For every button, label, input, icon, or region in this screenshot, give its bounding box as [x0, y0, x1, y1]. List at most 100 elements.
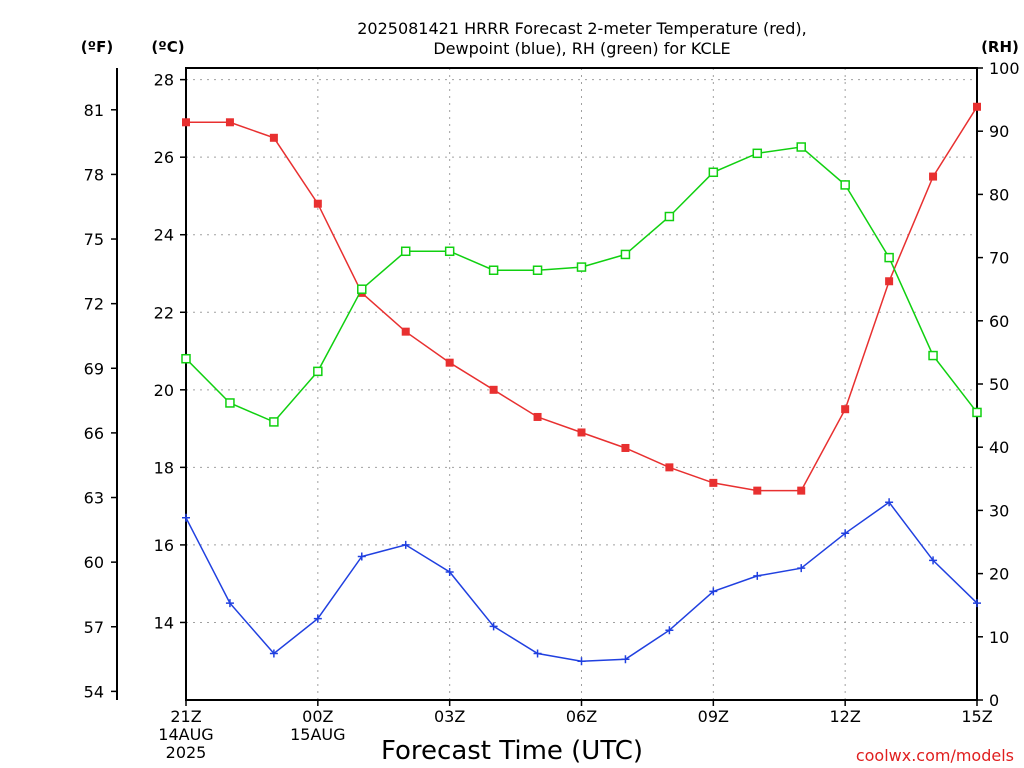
temperature-point — [841, 405, 850, 414]
dewpoint-point — [313, 614, 322, 623]
fahrenheit-tick-label: 57 — [84, 618, 104, 637]
temperature-point — [797, 486, 806, 495]
temperature-point — [445, 358, 454, 367]
temperature-point — [533, 412, 542, 421]
temperature-point — [709, 478, 718, 487]
tick-labels: 14 16 18 20 22 24 26 28 54 57 60 63 66 69 72 75 78 81 0 10 2… — [84, 59, 1020, 762]
celsius-tick-label: 16 — [154, 536, 174, 555]
rh-point — [884, 252, 894, 263]
rh-point — [752, 148, 763, 159]
fahrenheit-tick-label: 66 — [84, 424, 104, 443]
celsius-tick-label: 28 — [154, 71, 174, 90]
x-tick-label: 2025 — [166, 743, 207, 762]
rh-point — [225, 398, 235, 408]
rh-tick-label: 80 — [989, 185, 1009, 204]
dewpoint-point — [445, 568, 454, 577]
chart-title-line-2: Dewpoint (blue), RH (green) for KCLE — [433, 39, 730, 58]
x-tick-label: 21Z — [170, 707, 201, 726]
temperature-point — [401, 327, 410, 336]
rh-point — [444, 246, 455, 257]
x-tick-label: 14AUG — [158, 725, 213, 744]
temperature-point — [269, 133, 278, 142]
dewpoint-point — [225, 599, 234, 608]
fahrenheit-tick-label: 69 — [84, 359, 104, 378]
rh-point — [840, 180, 850, 190]
fahrenheit-tick-label: 60 — [84, 553, 104, 572]
rh-point — [928, 350, 938, 361]
fahrenheit-tick-label: 54 — [84, 682, 104, 701]
rh-point — [972, 407, 982, 418]
temperature-point — [182, 118, 190, 127]
dewpoint-point — [533, 649, 542, 658]
fahrenheit-tick-label: 63 — [84, 489, 104, 508]
dewpoint-point — [269, 649, 278, 658]
rh-tick-label: 30 — [989, 501, 1009, 520]
rh-point — [313, 366, 323, 377]
dewpoint-point — [489, 622, 498, 631]
dewpoint-point — [797, 564, 806, 573]
temperature-point — [885, 277, 894, 286]
chart-title-line-1: 2025081421 HRRR Forecast 2-meter Tempera… — [357, 19, 807, 38]
temperature-point — [753, 486, 762, 495]
x-tick-label: 06Z — [566, 707, 597, 726]
temperature-point — [665, 463, 674, 472]
rh-tick-label: 10 — [989, 628, 1009, 647]
dewpoint-point — [841, 529, 850, 538]
celsius-unit-label: (ºC) — [151, 38, 184, 56]
x-tick-label: 00Z — [302, 707, 333, 726]
celsius-tick-label: 26 — [154, 148, 174, 167]
fahrenheit-tick-label: 78 — [84, 165, 104, 184]
x-axis-title: Forecast Time (UTC) — [381, 736, 643, 766]
watermark-link[interactable]: coolwx.com/models — [856, 746, 1014, 765]
rh-point — [269, 417, 279, 427]
dewpoint-line — [185, 501, 978, 662]
rh-tick-label: 100 — [989, 59, 1020, 78]
rh-point — [708, 167, 719, 178]
x-tick-label: 03Z — [434, 707, 465, 726]
rh-point — [664, 211, 675, 222]
rh-tick-label: 90 — [989, 122, 1009, 141]
axes — [111, 67, 983, 706]
rh-point — [576, 262, 587, 272]
rh-tick-label: 50 — [989, 375, 1009, 394]
grid — [186, 68, 977, 700]
rh-point — [796, 142, 806, 152]
fahrenheit-tick-label: 81 — [84, 101, 104, 120]
dewpoint-point — [401, 540, 410, 549]
celsius-tick-label: 18 — [154, 458, 174, 477]
x-tick-label: 12Z — [830, 707, 861, 726]
rh-point — [357, 284, 367, 294]
rh-tick-label: 40 — [989, 438, 1009, 457]
dewpoint-point — [885, 498, 894, 507]
rh-point — [620, 249, 631, 260]
rh-tick-label: 0 — [989, 691, 999, 710]
temperature-point — [577, 428, 586, 437]
temperature-point — [621, 443, 630, 452]
celsius-tick-label: 22 — [154, 303, 174, 322]
rh-tick-label: 70 — [989, 249, 1009, 268]
temperature-point — [313, 199, 322, 208]
rh-unit-label: (RH) — [981, 38, 1019, 56]
temperature-point — [973, 102, 981, 111]
temperature-point — [225, 118, 234, 127]
dewpoint-point — [973, 599, 981, 608]
dewpoint-point — [753, 571, 762, 580]
dewpoint-point — [665, 626, 674, 635]
data-series — [181, 102, 982, 666]
temperature-point — [489, 385, 498, 394]
x-tick-label: 09Z — [698, 707, 729, 726]
x-tick-label: 15Z — [961, 707, 992, 726]
dewpoint-point — [929, 556, 938, 565]
celsius-tick-label: 20 — [154, 381, 174, 400]
temperature-point — [929, 172, 938, 181]
celsius-tick-label: 14 — [154, 613, 174, 632]
rh-point — [181, 353, 191, 364]
rh-point — [532, 265, 543, 275]
dewpoint-point — [621, 655, 630, 664]
x-tick-label: 15AUG — [290, 725, 345, 744]
dewpoint-point — [182, 513, 190, 522]
fahrenheit-tick-label: 75 — [84, 230, 104, 249]
rh-point — [400, 246, 411, 257]
dewpoint-point — [577, 657, 586, 666]
